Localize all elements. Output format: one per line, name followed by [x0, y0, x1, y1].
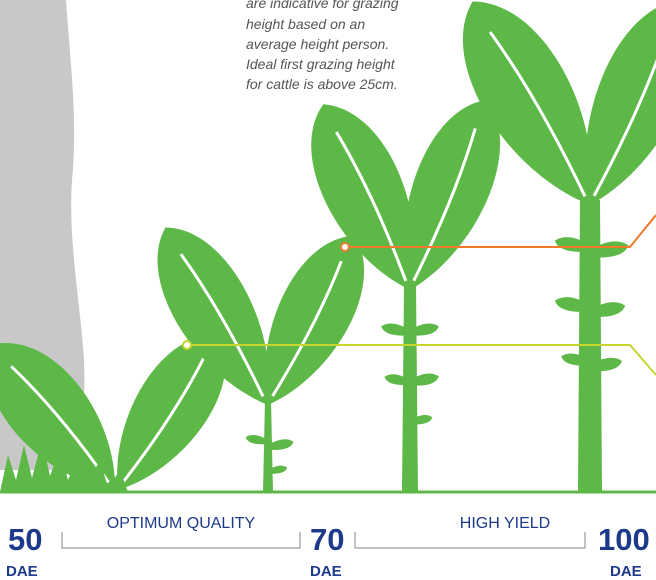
height-line-yellow — [187, 344, 656, 376]
day-number: 70 — [310, 522, 344, 557]
bud — [554, 237, 590, 252]
day-unit: DAE — [6, 563, 38, 580]
grass — [0, 440, 128, 492]
note-line: average height person. — [246, 36, 389, 52]
bracket — [354, 532, 586, 549]
leaf-vein — [592, 29, 656, 197]
bud — [410, 373, 439, 386]
bud — [268, 439, 294, 451]
bud — [268, 465, 288, 474]
bud — [245, 434, 268, 445]
stem — [402, 285, 418, 492]
height-marker-orange — [340, 242, 350, 252]
leaf-vein — [179, 253, 265, 397]
day-unit: DAE — [310, 563, 342, 580]
bud — [554, 297, 590, 312]
stage-label: HIGH YIELD — [460, 515, 550, 532]
bracket — [61, 532, 301, 549]
note-line: for cattle is above 25cm. — [246, 76, 398, 92]
leaf — [311, 104, 415, 290]
bud — [384, 374, 410, 386]
stage-label: OPTIMUM QUALITY — [107, 515, 256, 532]
leaf-vein — [335, 131, 408, 282]
bud — [590, 357, 622, 372]
leaf-vein — [122, 357, 205, 483]
bud — [590, 302, 626, 317]
bud — [410, 323, 439, 336]
note-line: are indicative for grazing — [246, 0, 399, 11]
day-number: 100 — [598, 522, 650, 557]
bud — [410, 414, 433, 425]
leaf-vein — [412, 128, 477, 282]
leaf — [0, 343, 116, 490]
height-line-orange — [345, 214, 656, 248]
note-line: Ideal first grazing height — [246, 56, 396, 72]
timeline — [61, 532, 586, 549]
bud — [561, 353, 590, 366]
day-number: 50 — [8, 522, 42, 557]
bud — [590, 241, 629, 258]
leaf-vein — [271, 260, 343, 397]
note-line: height based on an — [246, 16, 365, 32]
leaf — [462, 1, 592, 205]
bud — [381, 323, 410, 336]
day-unit: DAE — [610, 563, 642, 580]
leaf — [157, 227, 270, 405]
leaf-vein — [488, 31, 587, 197]
height-marker-yellow — [182, 340, 192, 350]
